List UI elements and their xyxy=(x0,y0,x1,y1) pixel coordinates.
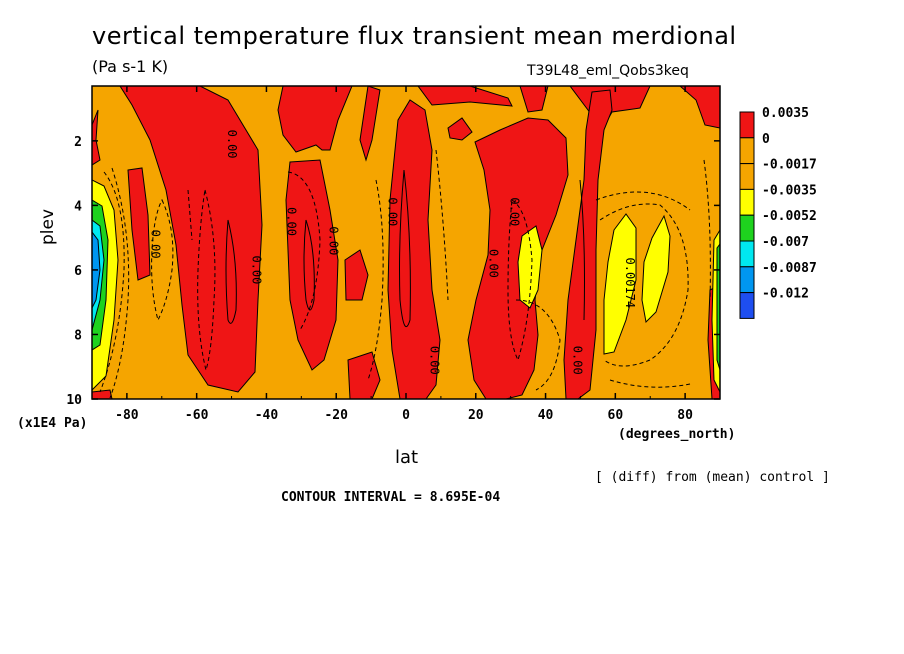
contour-line xyxy=(595,191,691,211)
run-label: T39L48_eml_Qobs3keq xyxy=(527,63,689,79)
y-tick-label: 10 xyxy=(66,393,82,408)
positive-region xyxy=(92,109,101,166)
y-tick-label: 4 xyxy=(74,199,82,214)
colorbar-label: -0.0017 xyxy=(762,158,817,173)
negative-region xyxy=(641,214,671,324)
colorbar-label: -0.007 xyxy=(762,235,809,250)
contour-line xyxy=(609,379,691,388)
positive-region xyxy=(344,249,369,301)
positive-region xyxy=(359,86,381,162)
positive-region xyxy=(417,86,513,107)
colorbar-swatch xyxy=(739,240,755,268)
y-tick-label: 6 xyxy=(74,264,82,279)
negative-contours xyxy=(99,149,711,399)
contour-line xyxy=(507,199,533,362)
negative-region xyxy=(603,213,637,355)
positive-region xyxy=(519,86,549,113)
contour-line xyxy=(99,171,125,393)
contour-line xyxy=(515,299,561,391)
contour-label: 0.00 xyxy=(284,207,298,236)
x-tick-label: 40 xyxy=(538,408,554,423)
contour-line xyxy=(109,167,130,399)
contour-label: 0.00 xyxy=(225,130,239,159)
contour-line xyxy=(187,189,193,241)
x-tick-label: 20 xyxy=(468,408,484,423)
colorbar-label: 0 xyxy=(762,132,770,147)
positive-region xyxy=(285,159,339,371)
negative-region xyxy=(517,225,543,309)
colorbar-swatch xyxy=(739,292,755,319)
contour-line xyxy=(435,149,449,301)
contour-label: 0.00 xyxy=(249,255,263,284)
positive-region xyxy=(387,99,441,399)
colorbar-label: 0.0035 xyxy=(762,106,809,121)
colorbar-swatch xyxy=(739,266,755,294)
x-tick-label: 0 xyxy=(402,408,410,423)
x-tick-label: -80 xyxy=(115,408,139,423)
contour-line xyxy=(367,179,384,381)
contour-line xyxy=(225,219,237,324)
contour-line xyxy=(703,159,711,301)
colorbar-label: -0.0087 xyxy=(762,261,817,276)
colorbar-swatch xyxy=(739,163,755,190)
positive-region xyxy=(447,117,473,141)
colorbar-swatch xyxy=(739,111,755,139)
contour-label: 0.00 xyxy=(508,197,522,226)
contour-labels: 0.00 0.00 0.00 0.00 0.00 0.00 0.00 0.00 0.00 0.00… xyxy=(148,130,636,375)
contour-label: 0.00 xyxy=(427,346,441,375)
x-tick-label: 80 xyxy=(677,408,693,423)
x-tick-label: -20 xyxy=(324,408,348,423)
colorbar-label: -0.0035 xyxy=(762,183,817,198)
y-tick-label: 2 xyxy=(74,135,82,150)
contour-label: 0.00174 xyxy=(623,258,637,309)
positive-region xyxy=(92,389,113,399)
y-tick-label: 8 xyxy=(74,328,82,343)
units-label: (Pa s-1 K) xyxy=(92,57,169,76)
positive-region xyxy=(347,351,381,399)
contour-label: 0.00 xyxy=(487,249,501,278)
colorbar-label: -0.0052 xyxy=(762,209,817,224)
colorbar: 0.0035 0 -0.0017 -0.0035 -0.0052 -0.007 -0.008… xyxy=(739,106,817,319)
x-axis-label: lat xyxy=(395,447,419,468)
positive-region xyxy=(277,86,353,153)
colorbar-label: -0.012 xyxy=(762,287,809,302)
positive-region xyxy=(563,89,613,399)
contour-line xyxy=(579,179,585,321)
colorbar-swatch xyxy=(739,137,755,165)
contour-line xyxy=(303,219,315,311)
x-tick-label: -40 xyxy=(255,408,279,423)
contour-label: 0.00 xyxy=(570,346,584,375)
colorbar-swatch xyxy=(739,214,755,242)
contour-label: 0.00 xyxy=(326,226,340,255)
x-tick-label: 60 xyxy=(608,408,624,423)
y-axis: 2 4 6 8 10 xyxy=(66,135,720,408)
x-axis: -80 -60 -40 -20 0 20 40 60 80 xyxy=(91,86,721,423)
contour-label: 0.00 xyxy=(148,230,162,259)
contour-line xyxy=(399,169,411,328)
positive-region xyxy=(119,86,263,393)
positive-contours xyxy=(225,169,585,328)
x-axis-units: (degrees_north) xyxy=(618,427,736,442)
y-axis-multiplier: (x1E4 Pa) xyxy=(17,416,88,431)
positive-region xyxy=(467,117,569,399)
colorbar-swatch xyxy=(739,188,755,216)
contour-label: 0.00 xyxy=(386,197,400,226)
contour-interval: CONTOUR INTERVAL = 8.695E-04 xyxy=(281,490,501,505)
x-tick-label: -60 xyxy=(185,408,209,423)
comparison-note: [ (diff) from (mean) control ] xyxy=(595,470,830,485)
contour-line xyxy=(151,198,174,322)
positive-region xyxy=(127,167,151,281)
contour-line xyxy=(197,189,216,372)
chart-title: vertical temperature flux transient mean… xyxy=(92,22,737,50)
contour-line xyxy=(599,203,689,367)
positive-region xyxy=(679,86,720,129)
contour-field xyxy=(92,86,720,399)
